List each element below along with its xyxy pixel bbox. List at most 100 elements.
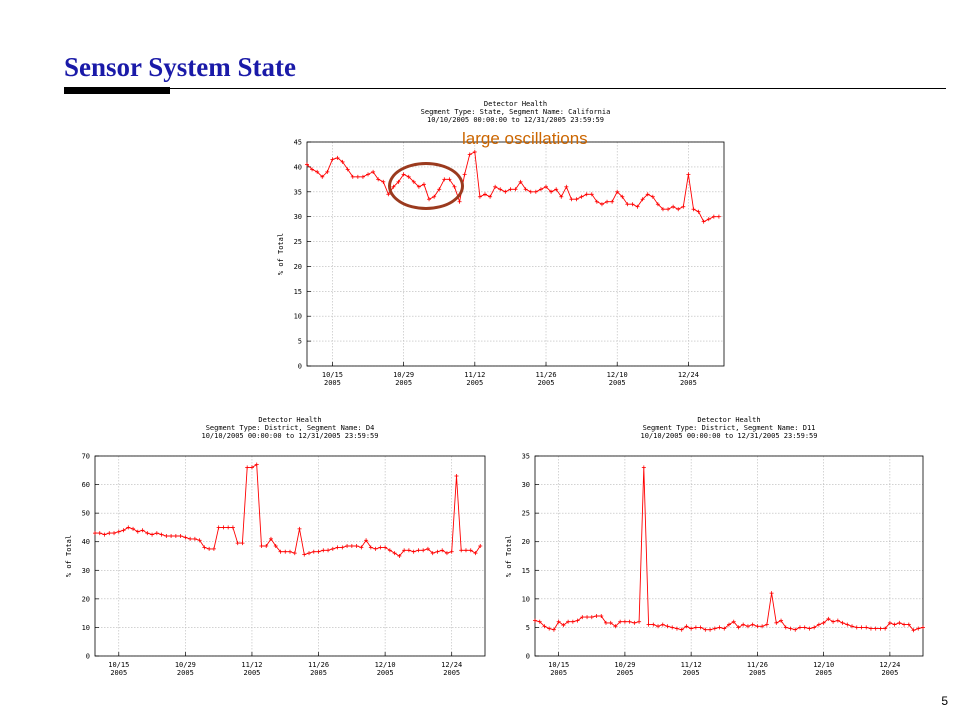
x-tick-label: 2005 bbox=[609, 379, 626, 387]
data-point bbox=[302, 552, 307, 557]
data-point bbox=[736, 625, 741, 630]
data-point bbox=[371, 169, 376, 174]
y-tick-label: 10 bbox=[522, 595, 530, 603]
data-point bbox=[620, 194, 625, 199]
data-point bbox=[774, 620, 779, 625]
data-point bbox=[457, 199, 462, 204]
data-point bbox=[717, 625, 722, 630]
x-tick-label: 2005 bbox=[815, 669, 832, 677]
y-tick-label: 45 bbox=[294, 139, 302, 147]
y-axis-label: % of Total bbox=[505, 535, 513, 577]
data-point bbox=[116, 529, 121, 534]
y-tick-label: 10 bbox=[294, 313, 302, 321]
data-point bbox=[764, 622, 769, 627]
data-point bbox=[807, 626, 812, 631]
data-point bbox=[561, 623, 566, 628]
x-tick-label: 2005 bbox=[244, 669, 261, 677]
chart-subtitle: 10/10/2005 00:00:00 to 12/31/2005 23:59:… bbox=[201, 432, 378, 440]
data-point bbox=[93, 531, 97, 536]
x-tick-label: 10/29 bbox=[393, 371, 414, 379]
data-point bbox=[542, 624, 547, 629]
chart-subtitle: 10/10/2005 00:00:00 to 12/31/2005 23:59:… bbox=[427, 116, 604, 124]
data-point bbox=[478, 544, 483, 548]
data-point bbox=[523, 187, 528, 192]
data-point bbox=[864, 625, 869, 630]
data-point bbox=[826, 616, 831, 621]
data-point bbox=[159, 532, 164, 537]
data-point bbox=[211, 546, 216, 551]
data-point bbox=[831, 619, 836, 624]
data-point bbox=[315, 169, 320, 174]
data-point bbox=[378, 545, 383, 550]
data-point bbox=[594, 199, 599, 204]
data-point bbox=[325, 169, 330, 174]
data-point bbox=[635, 204, 640, 209]
data-point bbox=[816, 622, 821, 627]
data-point bbox=[731, 619, 736, 624]
data-point bbox=[712, 626, 717, 631]
data-point bbox=[559, 194, 564, 199]
x-tick-label: 2005 bbox=[310, 669, 327, 677]
data-point bbox=[207, 546, 212, 551]
x-tick-label: 12/24 bbox=[441, 661, 462, 669]
data-point bbox=[722, 626, 727, 631]
x-tick-label: 2005 bbox=[538, 379, 555, 387]
chart-california: Detector Health Segment Type: State, Segm… bbox=[272, 98, 727, 408]
data-point bbox=[188, 536, 193, 541]
data-point bbox=[608, 620, 613, 625]
y-tick-label: 0 bbox=[298, 363, 302, 371]
data-point bbox=[750, 622, 755, 627]
data-point bbox=[727, 622, 731, 627]
title-accent-bar bbox=[64, 87, 170, 94]
data-point bbox=[355, 174, 360, 179]
data-point bbox=[892, 622, 897, 627]
data-point bbox=[245, 465, 250, 470]
data-point bbox=[330, 157, 335, 162]
data-point bbox=[449, 549, 454, 554]
data-point bbox=[169, 534, 174, 538]
data-point bbox=[349, 544, 354, 548]
data-point bbox=[397, 554, 402, 558]
data-point bbox=[670, 625, 675, 630]
y-tick-label: 10 bbox=[82, 624, 90, 632]
y-tick-label: 20 bbox=[294, 263, 302, 271]
data-point bbox=[463, 548, 468, 553]
y-tick-label: 15 bbox=[522, 567, 530, 575]
chart-district-d11: Detector Health Segment Type: District, S… bbox=[500, 414, 927, 698]
data-point bbox=[462, 172, 467, 177]
y-tick-label: 30 bbox=[294, 213, 302, 221]
data-point bbox=[691, 207, 696, 212]
data-point bbox=[821, 620, 826, 625]
x-tick-label: 12/10 bbox=[607, 371, 628, 379]
x-tick-label: 2005 bbox=[550, 669, 567, 677]
x-tick-label: 2005 bbox=[443, 669, 460, 677]
plot-area bbox=[95, 456, 485, 656]
data-point bbox=[473, 551, 478, 556]
data-point bbox=[472, 149, 477, 154]
y-tick-label: 20 bbox=[522, 538, 530, 546]
data-point bbox=[493, 184, 498, 189]
data-point bbox=[902, 622, 907, 627]
data-point bbox=[760, 624, 765, 629]
data-point bbox=[268, 536, 273, 541]
data-point bbox=[599, 614, 604, 618]
data-point bbox=[676, 207, 681, 212]
data-point bbox=[121, 528, 126, 533]
data-point bbox=[622, 619, 627, 624]
data-point bbox=[259, 544, 264, 548]
data-point bbox=[154, 531, 159, 536]
y-tick-label: 15 bbox=[294, 288, 302, 296]
data-point bbox=[307, 551, 312, 556]
chart-title: Detector Health bbox=[484, 100, 547, 108]
x-tick-label: 11/12 bbox=[681, 661, 702, 669]
y-axis-label: % of Total bbox=[277, 233, 285, 275]
data-point bbox=[518, 179, 523, 184]
data-point bbox=[102, 532, 107, 537]
highlight-oval bbox=[388, 162, 464, 210]
x-tick-label: 2005 bbox=[683, 669, 700, 677]
data-point bbox=[192, 536, 197, 541]
data-point bbox=[320, 174, 325, 179]
data-point bbox=[305, 162, 309, 167]
